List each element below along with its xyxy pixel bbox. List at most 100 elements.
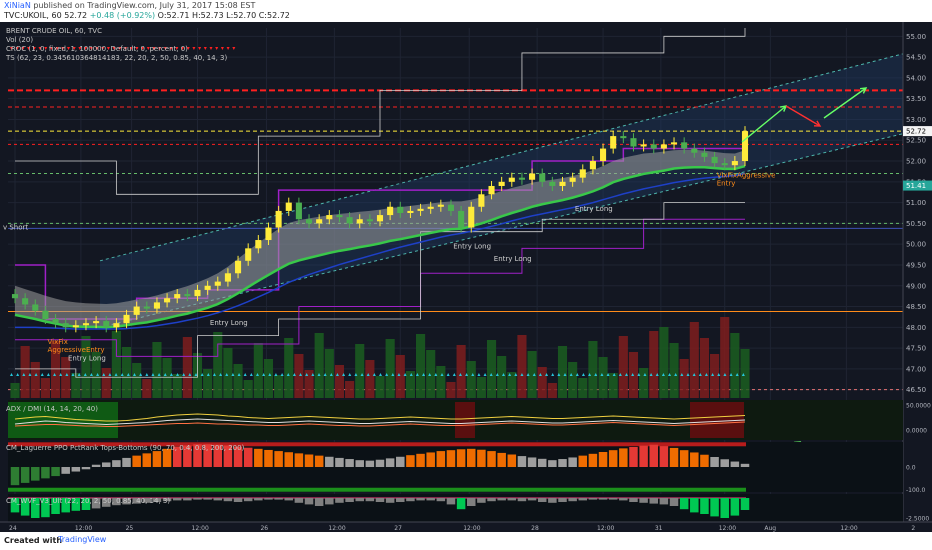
signal-marker (452, 373, 456, 376)
price-axis-tick: 50.00 (906, 241, 926, 249)
signal-marker (729, 373, 733, 376)
candle-body (113, 323, 120, 328)
signal-marker (163, 47, 167, 50)
signal-marker (520, 373, 524, 376)
laguerre-axis-tick: 0.0 (906, 465, 916, 472)
laguerre-bar (629, 447, 638, 467)
volume-bar (537, 367, 547, 398)
time-axis (0, 522, 932, 532)
signal-marker (655, 373, 659, 376)
signal-marker (77, 373, 81, 376)
wvf-bar (223, 498, 233, 502)
volume-bar (466, 361, 476, 398)
signal-marker (188, 373, 192, 376)
signal-marker (680, 373, 684, 376)
time-axis-tick: 12:00 (75, 525, 92, 532)
candle-body (82, 323, 90, 326)
wvf-bar (507, 498, 517, 501)
wvf-bar (537, 498, 547, 502)
entry-long-label: Entry Long (494, 255, 532, 263)
laguerre-bar (365, 460, 375, 467)
candle-body (650, 144, 657, 149)
wvf-bar (172, 498, 182, 501)
signal-marker (158, 47, 162, 50)
signal-marker (10, 47, 13, 50)
adx-pane-label: ADX / DMI (14, 14, 20, 40) (6, 405, 98, 413)
projection-arrow (785, 105, 821, 127)
signal-marker (95, 47, 99, 50)
tradingview-logo[interactable]: TradingView (58, 535, 107, 544)
wvf-bar (639, 498, 648, 503)
candle-body (437, 204, 444, 207)
laguerre-bar (233, 446, 243, 467)
wvf-bar (446, 498, 456, 505)
wvf-bar (213, 498, 223, 501)
laguerre-bar (101, 462, 111, 467)
volume-bar (568, 362, 578, 398)
candle-body (488, 185, 495, 195)
volume-bar (699, 338, 710, 398)
wvf-bar (51, 498, 60, 514)
signal-marker (169, 47, 173, 50)
wvf-bar (578, 498, 588, 501)
price-axis-tick: 54.00 (906, 74, 926, 82)
signal-marker (286, 373, 290, 376)
candle-body (427, 206, 434, 209)
wvf-bar (264, 498, 273, 500)
signal-marker (434, 373, 438, 376)
candle-body (660, 144, 667, 149)
wvf-bar (517, 498, 527, 502)
author-link[interactable]: XiNiaN (4, 1, 31, 10)
candle-body (407, 210, 414, 213)
candle-body (235, 260, 242, 274)
laguerre-bar (375, 459, 385, 467)
laguerre-bar (558, 459, 567, 467)
signal-marker (471, 373, 475, 376)
envelope-lower (15, 218, 745, 357)
candle-body (143, 306, 150, 309)
short-label: v Short (3, 224, 28, 232)
candle-body (610, 136, 617, 149)
laguerre-bar (456, 449, 466, 467)
candle-body (184, 294, 191, 297)
candle-body (93, 321, 100, 324)
signal-marker (108, 373, 112, 376)
volume-bar (507, 372, 517, 398)
signal-marker (38, 47, 42, 50)
signal-marker (59, 373, 63, 376)
signal-marker (53, 373, 57, 376)
volume-bar (649, 331, 659, 398)
wvf-bar (284, 498, 294, 501)
candle-body (265, 227, 272, 241)
laguerre-bar (416, 453, 425, 467)
signal-marker (237, 373, 241, 376)
volume-bar (375, 376, 385, 398)
candle-body (194, 289, 201, 297)
wvf-bar (203, 498, 212, 500)
laguerre-bar (598, 452, 608, 467)
candle-body (316, 219, 323, 224)
candle-body (741, 131, 749, 162)
volume-bar (639, 368, 649, 398)
wvf-bar (193, 498, 202, 500)
signal-marker (674, 373, 678, 376)
price-axis (903, 22, 932, 532)
signal-marker (317, 373, 321, 376)
signal-marker (124, 47, 127, 50)
wvf-bar (568, 498, 577, 502)
signal-marker (704, 373, 708, 376)
signal-marker (545, 373, 549, 376)
candle-body (600, 148, 607, 162)
laguerre-bar (142, 453, 152, 467)
laguerre-bar (385, 458, 395, 467)
price-axis-tick: 50.50 (906, 220, 926, 228)
laguerre-axis-tick: -100.0 (906, 487, 926, 494)
signal-marker (422, 373, 426, 376)
entry-long-label: Entry Long (453, 242, 491, 250)
signal-marker (15, 47, 19, 50)
laguerre-pane-label: CM_Laguerre PPO PctRank Tops-Bottoms (90… (6, 444, 245, 452)
wvf-bar (548, 498, 557, 503)
signal-marker (625, 373, 628, 376)
signal-marker (129, 47, 133, 50)
